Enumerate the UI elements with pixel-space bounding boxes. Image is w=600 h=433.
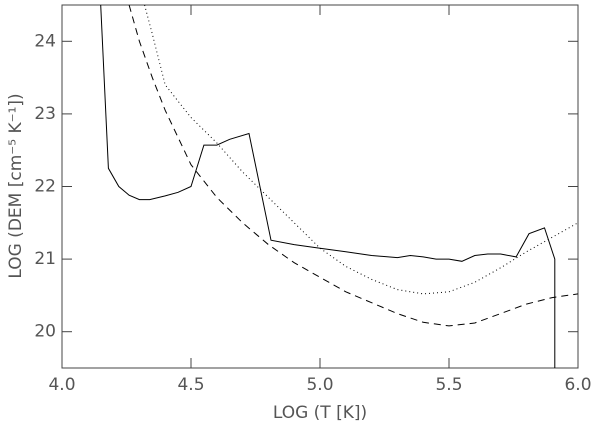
x-tick-label: 5.0 — [306, 375, 333, 395]
plot-area — [100, 5, 578, 368]
y-axis-label: LOG (DEM [cm⁻⁵ K⁻¹]) — [6, 93, 26, 278]
x-tick-label: 5.5 — [435, 375, 462, 395]
y-tick-label: 24 — [34, 31, 56, 51]
x-tick-label: 6.0 — [564, 375, 591, 395]
x-tick-label: 4.5 — [177, 375, 204, 395]
line-series — [128, 5, 578, 327]
line-series — [100, 5, 556, 368]
x-axis-label: LOG (T [K]) — [273, 403, 367, 423]
y-tick-label: 21 — [34, 249, 56, 269]
x-tick-label: 4.0 — [48, 375, 75, 395]
y-tick-label: 20 — [34, 322, 56, 342]
y-tick-label: 22 — [34, 177, 56, 197]
y-tick-label: 23 — [34, 104, 56, 124]
plot-frame — [61, 4, 579, 369]
line-series — [144, 5, 578, 295]
